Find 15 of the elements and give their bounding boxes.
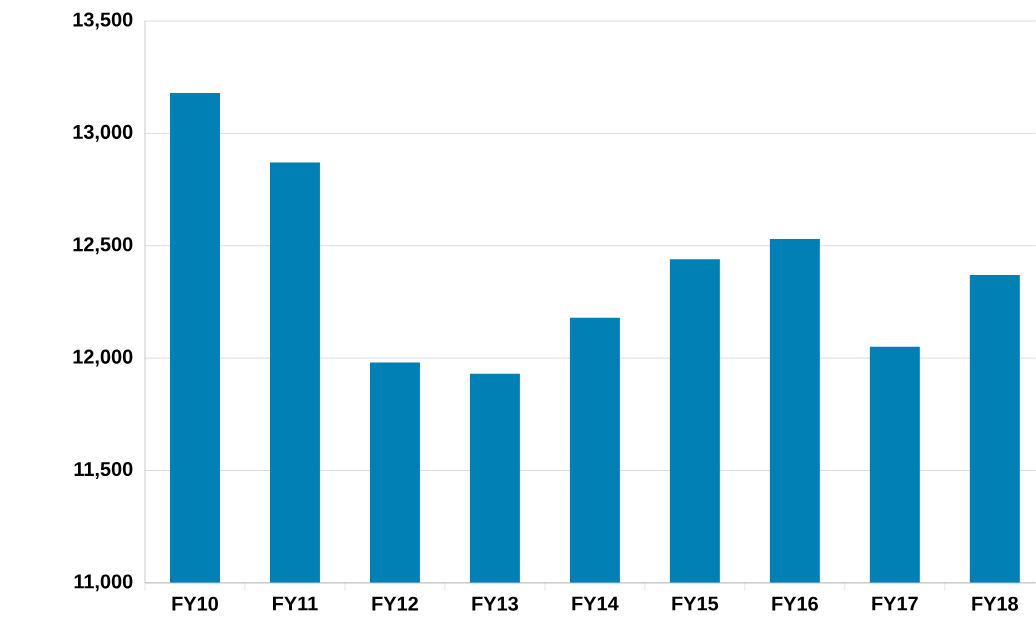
x-tick-label: FY10 — [172, 596, 218, 611]
x-tick-label: FY12 — [372, 596, 418, 611]
x-tick-label: FY17 — [872, 596, 918, 611]
x-tick-label: FY11 — [273, 596, 318, 611]
y-tick-label: 11,000 — [74, 574, 133, 592]
x-tick-label: FY18 — [972, 596, 1019, 611]
x-tick-label: FY13 — [472, 596, 518, 611]
x-tick-label: FY15 — [672, 596, 719, 611]
y-tick-label: 12,000 — [73, 349, 133, 367]
x-tick-label: FY16 — [772, 596, 818, 611]
y-tick-label: 11,500 — [74, 462, 133, 480]
y-tick-label: 12,500 — [73, 237, 133, 255]
x-tick-label: FY14 — [572, 596, 619, 611]
y-tick-label: 13,500 — [73, 12, 133, 30]
y-tick-label: 13,000 — [73, 124, 133, 142]
